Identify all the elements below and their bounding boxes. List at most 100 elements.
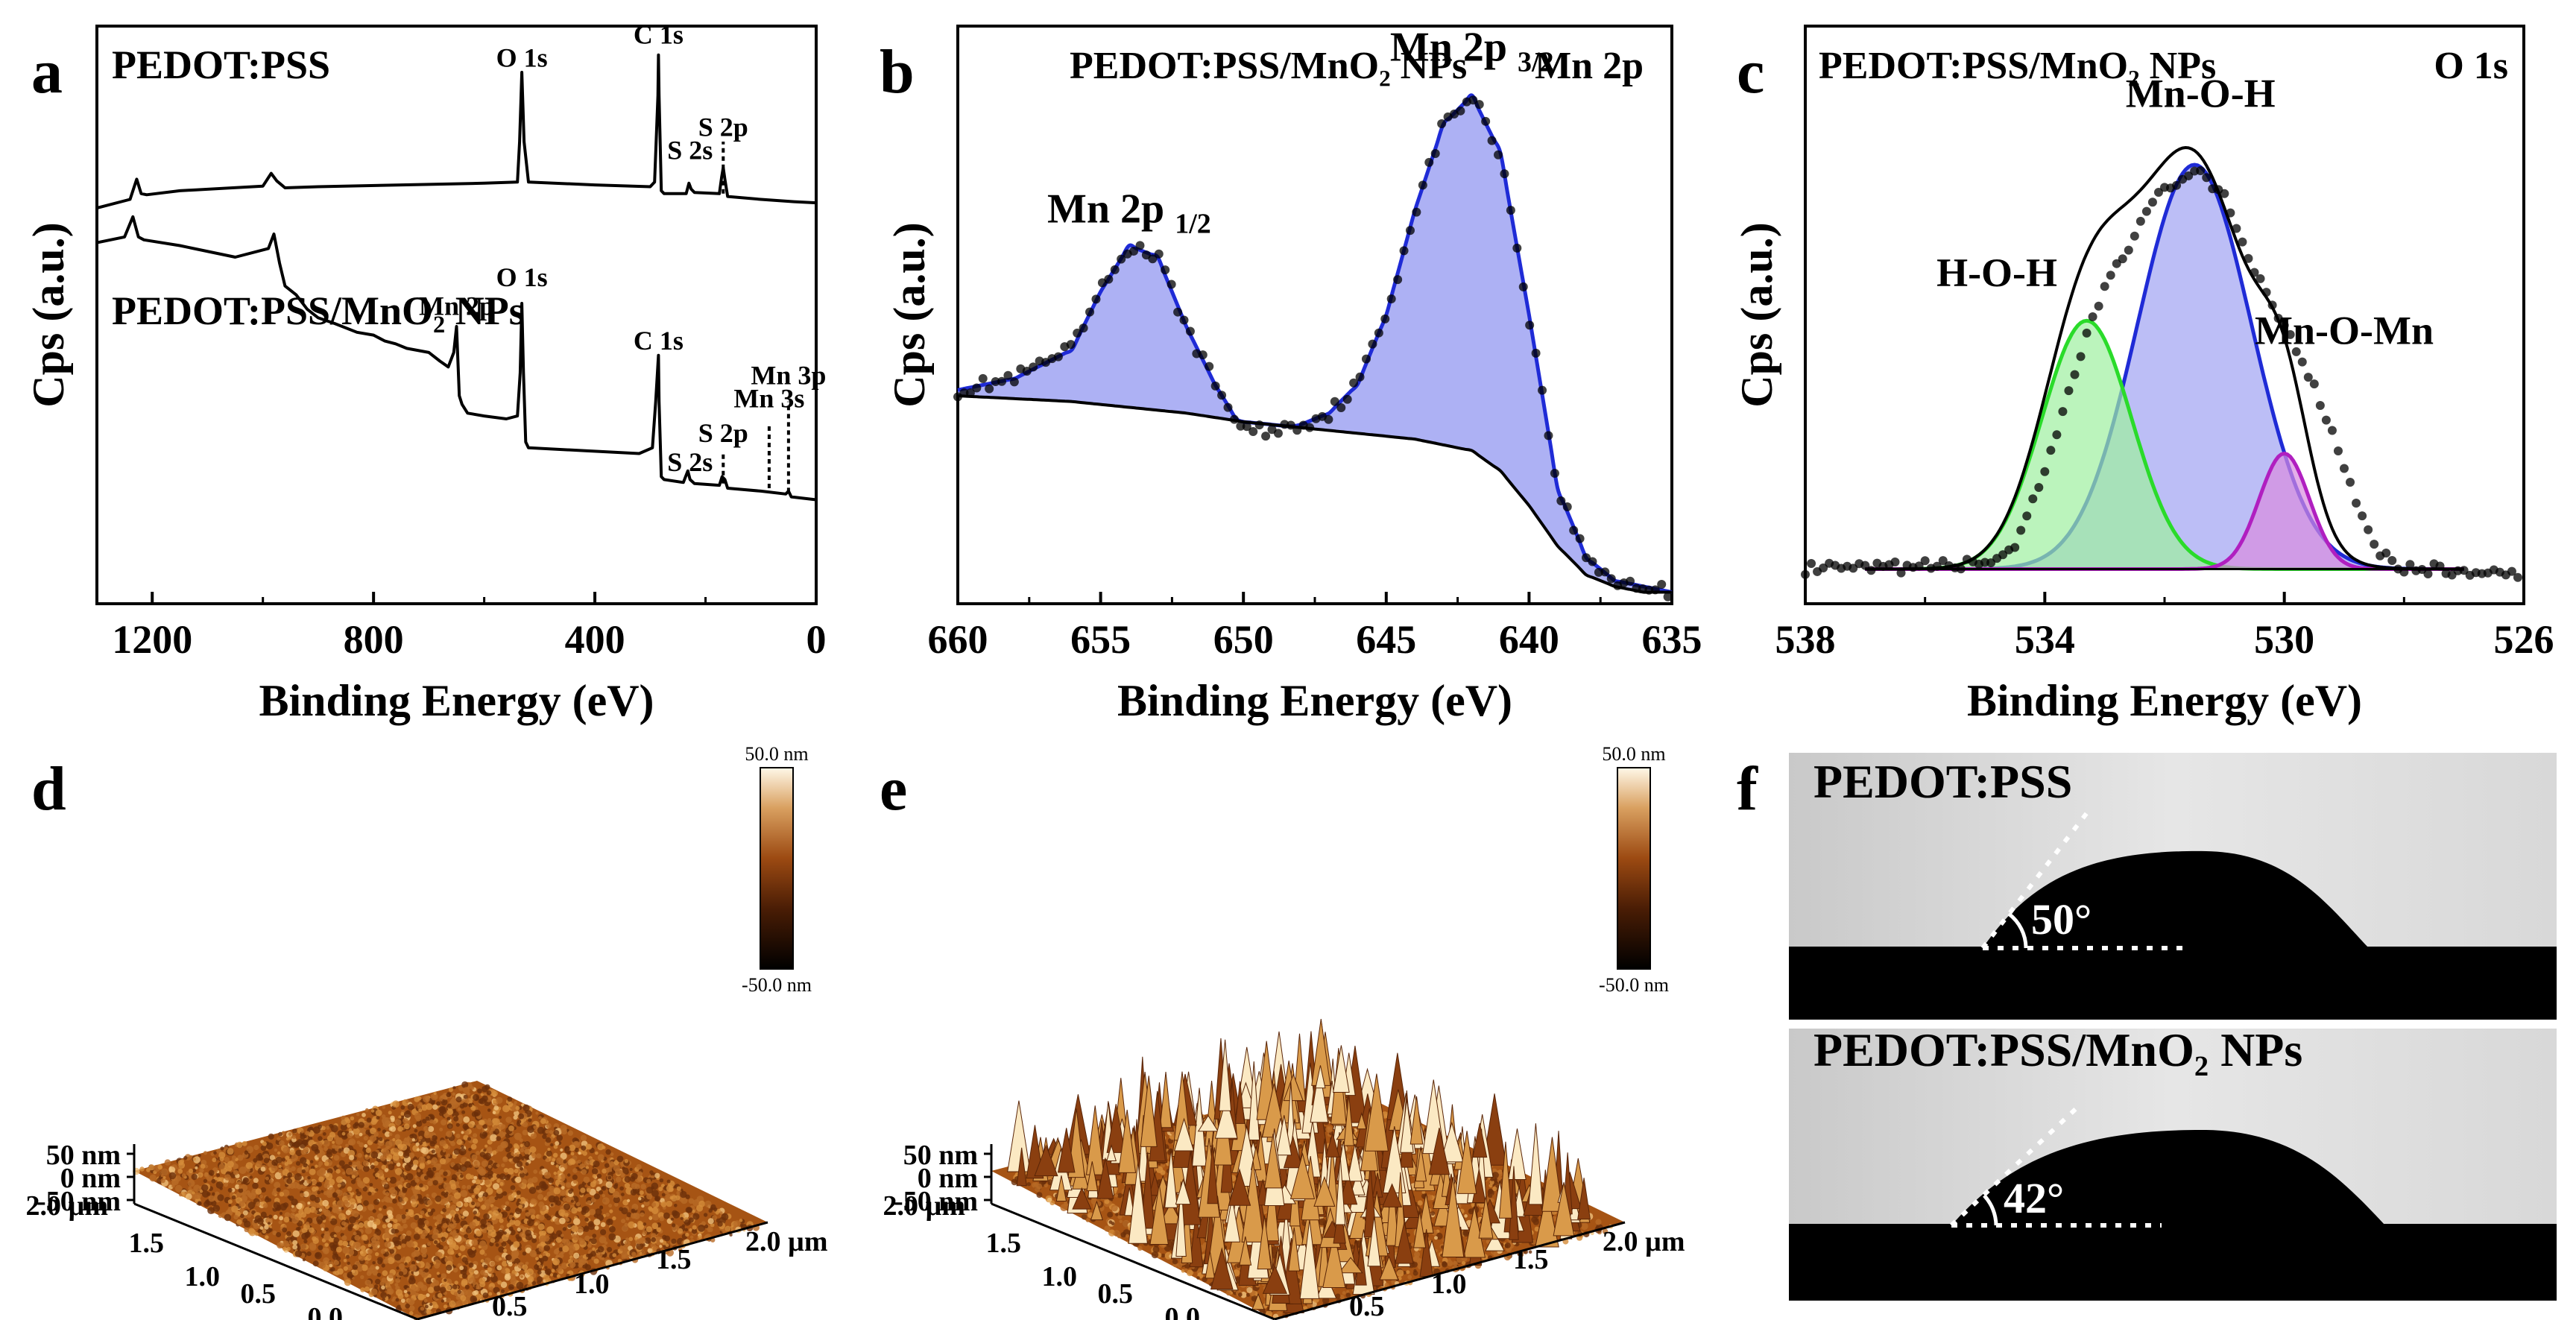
afm-texture-dot bbox=[376, 1116, 380, 1120]
afm-texture-dot bbox=[385, 1280, 390, 1286]
raw-data-point bbox=[1494, 150, 1503, 160]
afm-texture-dot bbox=[426, 1160, 432, 1164]
raw-data-point bbox=[1148, 254, 1158, 264]
raw-data-point bbox=[1386, 294, 1396, 304]
afm-texture-dot bbox=[384, 1240, 391, 1248]
afm-texture-dot bbox=[246, 1168, 250, 1172]
afm-texture-dot bbox=[514, 1148, 519, 1153]
afm-texture-dot bbox=[624, 1240, 631, 1247]
raw-data-point bbox=[1324, 414, 1333, 424]
series-label-pedot-pss-mno2: PEDOT:PSS/MnO₂ NPs bbox=[112, 288, 525, 333]
afm-texture-dot bbox=[341, 1119, 347, 1125]
afm-texture-dot bbox=[465, 1173, 472, 1180]
afm-texture-dot bbox=[489, 1286, 494, 1291]
afm-texture-dot bbox=[317, 1190, 321, 1195]
x-tick-label: 650 bbox=[1213, 617, 1274, 662]
afm-texture-dot bbox=[463, 1134, 469, 1140]
afm-texture-dot bbox=[432, 1180, 438, 1186]
afm-texture-dot bbox=[426, 1242, 432, 1246]
afm-texture-dot bbox=[441, 1237, 446, 1242]
afm-texture-dot bbox=[563, 1159, 567, 1163]
afm-texture-dot bbox=[481, 1297, 485, 1301]
afm-texture-dot bbox=[191, 1173, 198, 1181]
afm-texture-dot bbox=[651, 1175, 655, 1178]
afm-texture-dot bbox=[570, 1199, 574, 1203]
afm-texture-dot bbox=[278, 1131, 282, 1137]
afm-texture-dot bbox=[477, 1088, 482, 1093]
raw-data-point bbox=[1518, 282, 1528, 291]
x-tick-label: 1.5 bbox=[656, 1244, 692, 1275]
afm-texture-dot bbox=[168, 1172, 177, 1180]
afm-texture-dot bbox=[358, 1181, 366, 1189]
afm-texture-dot bbox=[365, 1129, 371, 1135]
afm-texture-dot bbox=[419, 1164, 424, 1169]
afm-texture-dot bbox=[405, 1235, 411, 1242]
afm-texture-dot bbox=[561, 1186, 565, 1190]
afm-texture-dot bbox=[453, 1292, 458, 1296]
afm-texture-dot bbox=[462, 1210, 470, 1217]
afm-texture-dot bbox=[192, 1168, 197, 1173]
afm-texture-dot bbox=[562, 1197, 566, 1201]
afm-texture-dot bbox=[553, 1260, 558, 1266]
afm-texture-dot bbox=[405, 1230, 412, 1237]
afm-texture-dot bbox=[514, 1263, 518, 1267]
afm-texture-dot bbox=[381, 1164, 387, 1170]
afm-texture-dot bbox=[531, 1214, 536, 1219]
afm-texture-dot bbox=[596, 1187, 602, 1192]
afm-texture-dot bbox=[347, 1194, 352, 1200]
afm-texture-dot bbox=[260, 1187, 266, 1193]
peak-annotation: O 1s bbox=[496, 262, 548, 292]
afm-texture-dot bbox=[208, 1195, 215, 1202]
afm-texture-dot bbox=[499, 1218, 504, 1223]
raw-data-point bbox=[2106, 271, 2115, 280]
afm-texture-dot bbox=[440, 1286, 446, 1293]
afm-texture-dot bbox=[255, 1160, 262, 1168]
afm-texture-dot bbox=[443, 1171, 448, 1176]
afm-texture-dot bbox=[552, 1152, 558, 1158]
afm-texture-dot bbox=[369, 1183, 373, 1187]
afm-texture-dot bbox=[419, 1183, 423, 1188]
afm-texture-dot bbox=[395, 1289, 403, 1296]
afm-texture-dot bbox=[562, 1227, 567, 1231]
afm-texture-dot bbox=[381, 1263, 385, 1268]
afm-texture-dot bbox=[625, 1237, 629, 1242]
afm-texture-dot bbox=[1104, 1225, 1111, 1232]
afm-texture-dot bbox=[464, 1098, 470, 1104]
afm-texture-dot bbox=[394, 1254, 402, 1261]
afm-texture-dot bbox=[592, 1174, 597, 1178]
afm-texture-dot bbox=[433, 1091, 437, 1095]
afm-texture-dot bbox=[418, 1108, 423, 1113]
raw-data-point bbox=[1368, 339, 1377, 349]
afm-texture-dot bbox=[428, 1125, 435, 1132]
afm-texture-dot bbox=[454, 1216, 459, 1222]
afm-texture-dot bbox=[293, 1141, 300, 1149]
afm-texture-dot bbox=[228, 1204, 232, 1207]
afm-texture-dot bbox=[615, 1168, 622, 1175]
afm-texture-dot bbox=[608, 1187, 616, 1194]
afm-texture-dot bbox=[414, 1256, 418, 1260]
afm-texture-dot bbox=[345, 1143, 349, 1148]
afm-texture-dot bbox=[553, 1171, 558, 1175]
afm-texture-dot bbox=[249, 1175, 253, 1179]
afm-texture-dot bbox=[333, 1260, 339, 1266]
afm-texture-dot bbox=[457, 1289, 461, 1295]
afm-texture-dot bbox=[442, 1231, 449, 1239]
afm-texture-dot bbox=[164, 1159, 171, 1166]
afm-texture-dot bbox=[367, 1220, 375, 1228]
panel-c-region: O 1s bbox=[2434, 45, 2508, 87]
afm-texture-dot bbox=[454, 1280, 458, 1285]
afm-texture-dot bbox=[414, 1292, 419, 1296]
afm-texture-dot bbox=[400, 1112, 405, 1116]
afm-texture-dot bbox=[629, 1167, 633, 1172]
afm-texture-dot bbox=[527, 1125, 534, 1134]
afm-texture-dot bbox=[627, 1199, 631, 1202]
afm-texture-dot bbox=[473, 1210, 478, 1215]
afm-texture-dot bbox=[493, 1105, 499, 1111]
afm-texture-dot bbox=[471, 1239, 479, 1246]
afm-texture-dot bbox=[342, 1227, 346, 1231]
afm-texture-dot bbox=[529, 1250, 537, 1257]
afm-texture-dot bbox=[696, 1204, 704, 1212]
afm-texture-dot bbox=[446, 1282, 450, 1286]
afm-texture-dot bbox=[473, 1270, 479, 1275]
afm-texture-dot bbox=[395, 1278, 401, 1283]
